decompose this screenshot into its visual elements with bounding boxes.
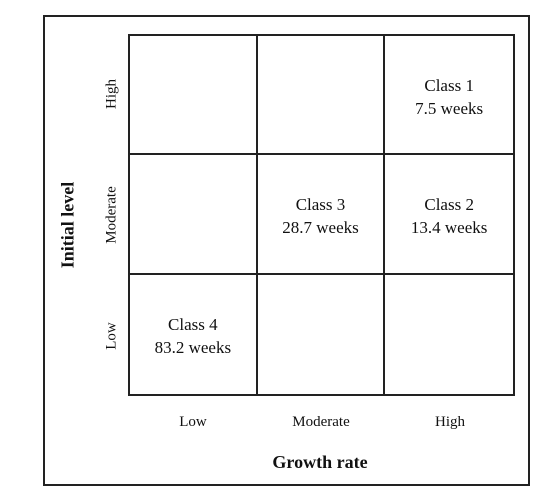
class-2-label: Class 2 (424, 193, 474, 216)
y-tick-high: High (104, 79, 121, 109)
class-1-duration: 7.5 weeks (415, 97, 483, 120)
x-tick-low: Low (179, 414, 207, 431)
class-3-duration: 28.7 weeks (282, 216, 358, 239)
x-tick-moderate: Moderate (292, 414, 349, 431)
class-2-duration: 13.4 weeks (411, 216, 487, 239)
cell-moderate-low (130, 155, 258, 274)
cell-moderate-high: Class 2 13.4 weeks (385, 155, 513, 274)
class-4-duration: 83.2 weeks (155, 336, 231, 359)
class-3-label: Class 3 (296, 193, 346, 216)
cell-high-high: Class 1 7.5 weeks (385, 36, 513, 155)
class-grid: Class 1 7.5 weeks Class 3 28.7 weeks Cla… (128, 34, 515, 396)
class-4-label: Class 4 (168, 313, 218, 336)
cell-low-high (385, 275, 513, 394)
y-axis-title: Initial level (58, 182, 79, 269)
cell-high-moderate (258, 36, 386, 155)
y-tick-low: Low (104, 322, 121, 350)
cell-low-moderate (258, 275, 386, 394)
cell-high-low (130, 36, 258, 155)
cell-low-low: Class 4 83.2 weeks (130, 275, 258, 394)
y-tick-moderate: Moderate (104, 186, 121, 243)
class-1-label: Class 1 (424, 74, 474, 97)
x-tick-high: High (435, 414, 465, 431)
cell-moderate-moderate: Class 3 28.7 weeks (258, 155, 386, 274)
x-axis-title: Growth rate (272, 452, 367, 473)
